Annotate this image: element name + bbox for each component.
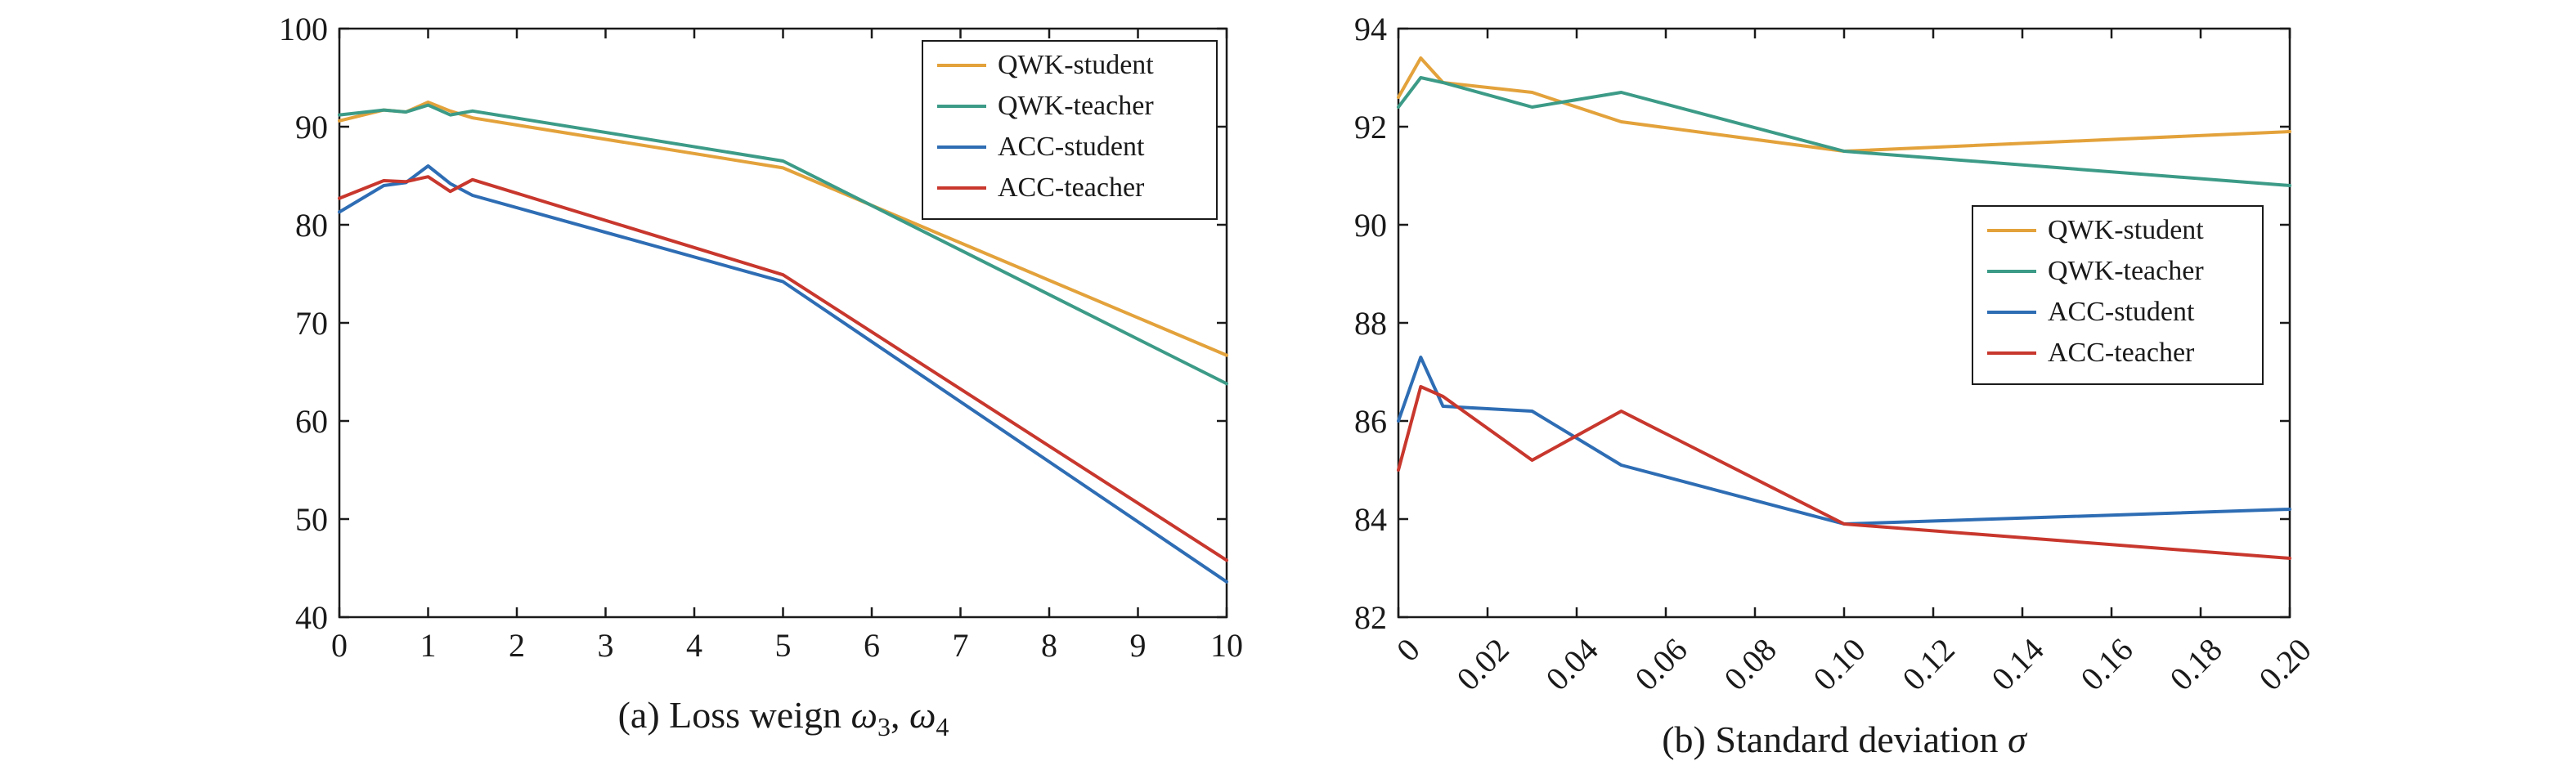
y-tick-label: 60 (295, 403, 328, 440)
legend-label: QWK-student (2048, 215, 2204, 245)
x-tick-label: 6 (864, 627, 880, 664)
y-tick-label: 92 (1354, 109, 1387, 145)
y-tick-label: 84 (1354, 501, 1387, 538)
legend-label: QWK-student (998, 50, 1154, 80)
x-tick-label: 0.06 (1627, 631, 1694, 697)
x-tick-label: 2 (509, 627, 525, 664)
x-tick-label: 0.12 (1895, 631, 1961, 697)
y-tick-label: 90 (1354, 207, 1387, 244)
y-tick-label: 88 (1354, 305, 1387, 342)
x-tick-label: 0.04 (1538, 631, 1604, 697)
y-tick-label: 82 (1354, 599, 1387, 636)
x-tick-label: 0.18 (2162, 631, 2228, 697)
x-tick-label: 9 (1130, 627, 1147, 664)
x-tick-label: 0 (331, 627, 348, 664)
legend-label: QWK-teacher (2048, 256, 2204, 286)
panel-b-y-tick-labels: 82 84 86 88 90 92 94 (1354, 11, 1387, 636)
legend-label: ACC-student (2048, 297, 2195, 327)
y-tick-label: 100 (279, 11, 328, 47)
panel-a-y-tick-labels: 40 50 60 70 80 90 100 (279, 11, 328, 636)
panel-a-ticks (338, 27, 1228, 619)
x-tick-label: 0 (1389, 631, 1427, 669)
x-tick-label: 4 (686, 627, 702, 664)
x-tick-label: 1 (420, 627, 437, 664)
panel-b-std-deviation-chart: 0 0.02 0.04 0.06 0.08 0.10 0.12 0.14 0.16 0.18 0.2… (1354, 11, 2318, 760)
x-tick-label: 0.08 (1717, 631, 1783, 697)
x-tick-label: 0.02 (1449, 631, 1515, 697)
x-tick-label: 3 (598, 627, 614, 664)
y-tick-label: 50 (295, 501, 328, 538)
panel-a-x-tick-labels: 0 1 2 3 4 5 6 7 8 9 10 (331, 627, 1243, 664)
panel-b-x-tick-labels: 0 0.02 0.04 0.06 0.08 0.10 0.12 0.14 0.16 0.18 0.2… (1389, 631, 2318, 697)
x-tick-label: 10 (1210, 627, 1243, 664)
x-tick-label: 0.16 (2073, 631, 2139, 697)
legend-label: QWK-teacher (998, 91, 1154, 121)
y-tick-label: 70 (295, 305, 328, 342)
panel-a-legend-items: QWK-student QWK-teacher ACC-student ACC-tea… (937, 50, 1154, 203)
series-line-acc-teacher (1397, 385, 2291, 560)
y-tick-label: 94 (1354, 11, 1387, 47)
panel-a-loss-weight-chart: 0 1 2 3 4 5 6 7 8 9 10 40 50 60 70 80 90 100 QWK-student… (279, 11, 1243, 741)
panel-b-caption: (b) Standard deviation σ (1662, 719, 2028, 760)
panel-a-legend: QWK-student QWK-teacher ACC-student ACC-tea… (922, 40, 1218, 220)
series-line-qwk-teacher (1397, 76, 2291, 187)
panel-b-legend-items: QWK-student QWK-teacher ACC-student ACC-tea… (1987, 215, 2204, 368)
series-line-qwk-teacher (338, 103, 1228, 386)
y-tick-label: 90 (295, 109, 328, 145)
x-tick-label: 7 (953, 627, 969, 664)
x-tick-label: 5 (775, 627, 792, 664)
panel-b-series-lines (1397, 56, 2291, 560)
series-line-qwk-student (1397, 56, 2291, 153)
legend-label: ACC-teacher (998, 172, 1145, 203)
x-tick-label: 8 (1041, 627, 1057, 664)
legend-label: ACC-teacher (2048, 338, 2195, 368)
x-tick-label: 0.20 (2251, 631, 2318, 697)
panel-a-caption: (a) Loss weign ω3, ω4 (618, 694, 949, 741)
series-line-acc-student (338, 164, 1228, 584)
series-line-acc-teacher (338, 175, 1228, 562)
y-tick-label: 40 (295, 599, 328, 636)
x-tick-label: 0.10 (1806, 631, 1872, 697)
y-tick-label: 86 (1354, 403, 1387, 440)
x-tick-label: 0.14 (1984, 631, 2050, 697)
panel-b-ticks (1397, 27, 2291, 619)
panel-b-legend: QWK-student QWK-teacher ACC-student ACC-tea… (1972, 205, 2264, 385)
panel-a-series-lines (338, 101, 1228, 584)
legend-label: ACC-student (998, 132, 1145, 162)
y-tick-label: 80 (295, 207, 328, 244)
